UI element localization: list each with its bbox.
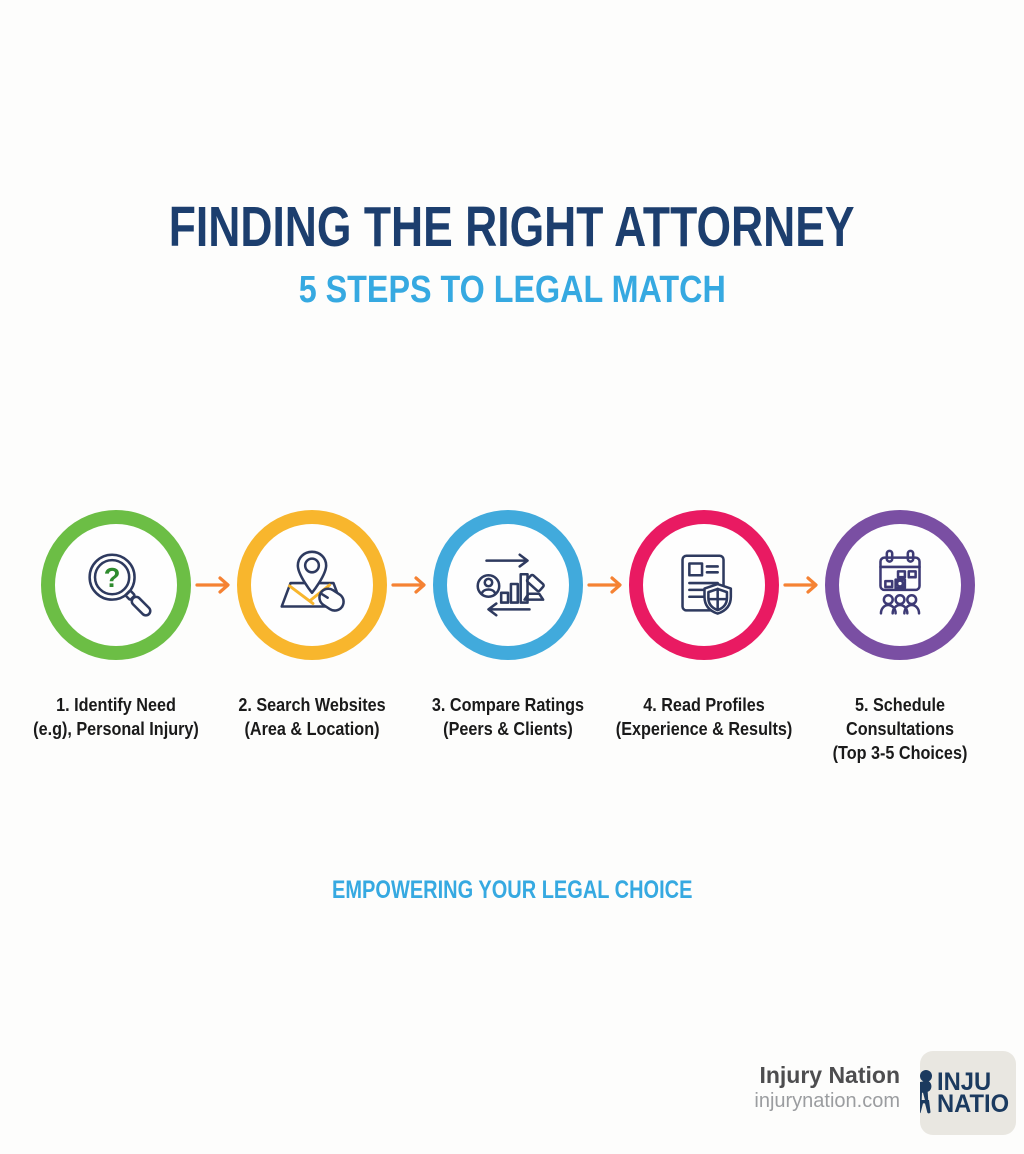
step-4: 4. Read Profiles (Experience & Results) (606, 510, 802, 741)
calendar-people-icon (859, 544, 941, 626)
step-2: 2. Search Websites (Area & Location) (214, 510, 410, 741)
step-1-circle: ? (41, 510, 191, 660)
step-2-label: 2. Search Websites (Area & Location) (238, 695, 386, 739)
brand-name: Injury Nation (759, 1062, 900, 1088)
arrow-right-icon (782, 572, 822, 598)
step-5-circle (825, 510, 975, 660)
svg-text:?: ? (104, 562, 121, 593)
arrow-right-icon (194, 572, 234, 598)
page-subtitle: 5 STEPS TO LEGAL MATCH (0, 270, 1024, 310)
person-silhouette-icon (920, 1069, 937, 1117)
step-1-label: 1. Identify Need (e.g), Personal Injury) (33, 695, 199, 739)
step-4-label: 4. Read Profiles (Experience & Results) (615, 695, 793, 739)
brand-logo-text: INJU NATIO (937, 1068, 1010, 1118)
arrow-right-icon (586, 572, 626, 598)
step-5: 5. Schedule Consultations (Top 3-5 Choic… (802, 510, 998, 765)
step-5-label: 5. Schedule Consultations (Top 3-5 Choic… (832, 695, 968, 763)
page-subtitle-text: 5 STEPS TO LEGAL MATCH (298, 269, 726, 311)
tagline: EMPOWERING YOUR LEGAL CHOICE (0, 876, 1024, 905)
arrow-right-icon (390, 572, 430, 598)
page-title: FINDING THE RIGHT ATTORNEY (0, 198, 1024, 256)
brand-website: injurynation.com (754, 1090, 900, 1112)
page-title-text: FINDING THE RIGHT ATTORNEY (169, 195, 855, 259)
tagline-text: EMPOWERING YOUR LEGAL CHOICE (331, 876, 693, 904)
brand-logo: INJU NATIO (920, 1051, 1016, 1135)
step-1: ? 1. Identify Need (e.g), Personal Injur… (18, 510, 214, 741)
magnifier-question-icon: ? (75, 544, 157, 626)
step-3-circle (433, 510, 583, 660)
step-4-circle (629, 510, 779, 660)
step-3-label: 3. Compare Ratings (Peers & Clients) (431, 695, 585, 739)
brand-block: Injury Nation injurynation.com (754, 1062, 900, 1114)
profile-shield-icon (663, 544, 745, 626)
ratings-compare-icon (467, 544, 549, 626)
map-location-icon (271, 544, 353, 626)
step-3: 3. Compare Ratings (Peers & Clients) (410, 510, 606, 741)
step-2-circle (237, 510, 387, 660)
